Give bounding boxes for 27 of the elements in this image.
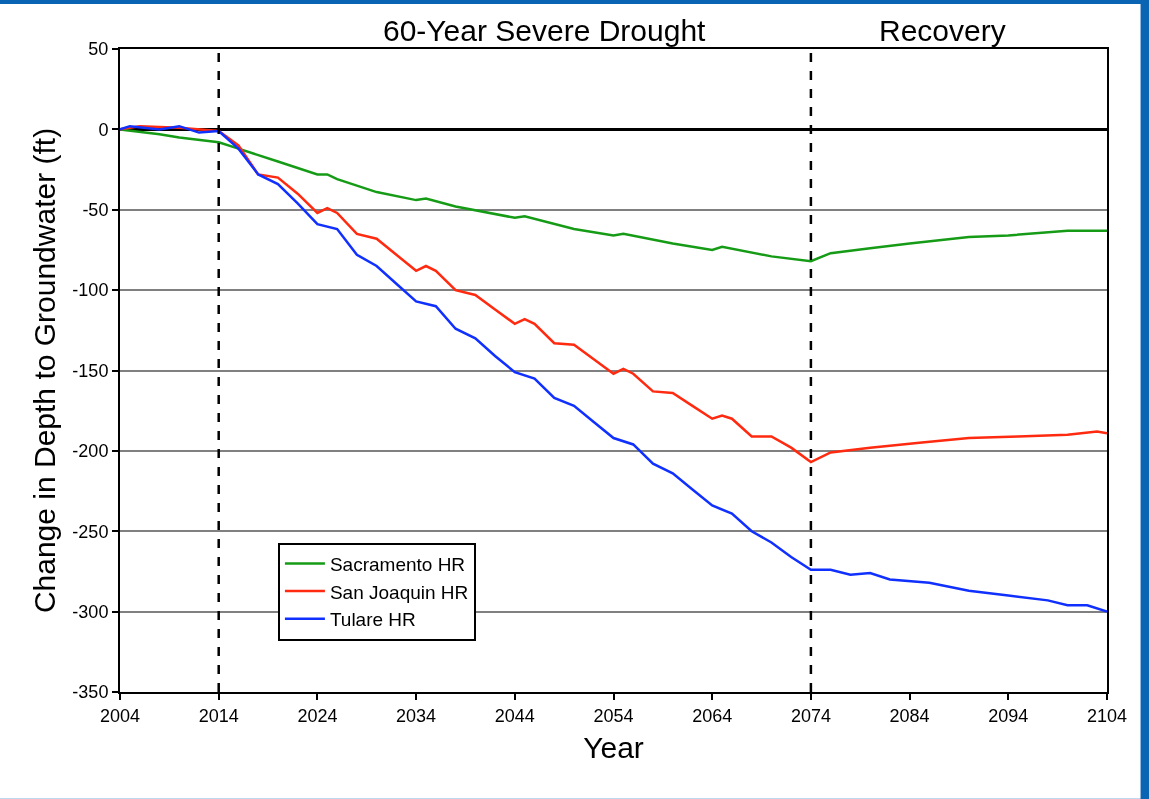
x-tick-label: 2044 <box>494 705 535 726</box>
x-tick-label: 2024 <box>297 705 338 726</box>
y-tick-label: 0 <box>98 119 109 140</box>
x-tick-label: 2034 <box>396 705 437 726</box>
text: Recovery <box>879 14 1006 47</box>
y-tick-label: -350 <box>72 682 109 703</box>
x-tick-label: 2084 <box>889 705 930 726</box>
x-tick-label: 2094 <box>988 705 1029 726</box>
y-tick-label: -250 <box>72 521 109 542</box>
y-tick-label: -300 <box>72 601 109 622</box>
x-tick-label: 2064 <box>692 705 733 726</box>
x-tick-label: 2104 <box>1086 705 1128 726</box>
legend-label: Tulare HR <box>329 609 416 631</box>
x-axis-title: Year <box>583 730 644 764</box>
legend-label: San Joaquin HR <box>329 581 469 603</box>
y-tick-label: -200 <box>72 441 109 462</box>
text: 60-Year Severe Drought <box>383 14 707 47</box>
x-tick-label: 2074 <box>790 705 831 726</box>
y-tick-label: -50 <box>82 200 109 221</box>
x-tick-label: 2004 <box>99 705 141 726</box>
x-tick-label: 2054 <box>593 705 634 726</box>
y-axis-title: Change in Depth to Groundwater (ft) <box>27 127 61 614</box>
x-tick-label: 2014 <box>198 705 239 726</box>
y-tick-label: -100 <box>72 280 109 301</box>
legend-label: Sacramento HR <box>329 553 466 575</box>
y-tick-label: 50 <box>88 39 109 60</box>
y-tick-label: -150 <box>72 360 109 381</box>
